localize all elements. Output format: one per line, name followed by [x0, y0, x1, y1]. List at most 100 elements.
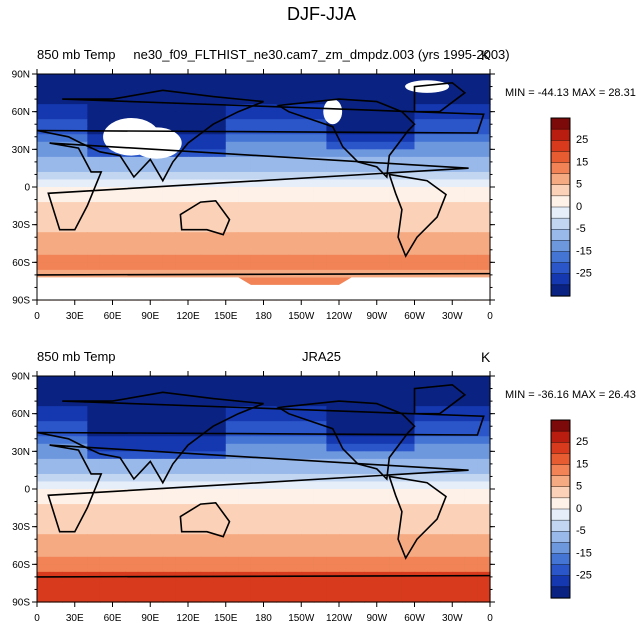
- contour-cell: [200, 436, 214, 445]
- contour-cell: [162, 89, 177, 98]
- contour-cell: [250, 119, 265, 128]
- contour-cell: [225, 376, 239, 385]
- contour-cell: [288, 579, 302, 588]
- contour-cell: [339, 383, 353, 392]
- contour-cell: [288, 473, 302, 483]
- contour-cell: [112, 104, 126, 113]
- contour-cell: [301, 556, 315, 565]
- contour-cell: [37, 406, 51, 415]
- contour-cell: [99, 549, 114, 558]
- contour-cell: [326, 541, 340, 550]
- contour-cell: [162, 504, 177, 513]
- contour-cell: [464, 564, 479, 573]
- contour-cell: [301, 376, 315, 385]
- contour-cell: [150, 586, 164, 596]
- contour-cell: [125, 451, 139, 460]
- contour-cell: [351, 541, 365, 550]
- contour-cell: [464, 209, 479, 218]
- contour-cell: [162, 519, 177, 528]
- contour-cell: [62, 262, 76, 271]
- contour-cell: [112, 74, 126, 83]
- contour-cell: [137, 421, 151, 430]
- contour-cell: [452, 247, 466, 256]
- contour-cell: [99, 541, 114, 550]
- contour-cell: [74, 217, 88, 226]
- contour-cell: [364, 489, 378, 498]
- contour-cell: [364, 436, 378, 445]
- contour-cell: [276, 239, 290, 248]
- contour-cell: [276, 376, 290, 385]
- contour-cell: [112, 421, 126, 430]
- contour-cell: [225, 413, 239, 422]
- contour-cell: [326, 504, 340, 513]
- contour-cell: [401, 594, 416, 603]
- contour-cell: [427, 534, 441, 543]
- contour-cell: [200, 134, 214, 143]
- contour-cell: [364, 89, 378, 98]
- contour-cell: [238, 496, 252, 505]
- contour-cell: [263, 526, 277, 535]
- contour-cell: [150, 164, 164, 173]
- contour-cell: [427, 473, 441, 483]
- contour-cell: [263, 187, 277, 196]
- contour-cell: [339, 141, 353, 150]
- contour-cell: [112, 436, 126, 445]
- contour-cell: [125, 489, 139, 498]
- contour-cell: [288, 504, 302, 513]
- contour-cell: [339, 96, 353, 105]
- contour-cell: [452, 262, 466, 271]
- colorbar-swatch: [550, 151, 571, 164]
- contour-cell: [389, 376, 403, 385]
- contour-cell: [326, 156, 340, 165]
- contour-cell: [351, 134, 365, 143]
- contour-cell: [301, 179, 315, 188]
- contour-cell: [276, 579, 290, 588]
- contour-cell: [37, 391, 51, 400]
- contour-cell: [288, 383, 302, 392]
- contour-cell: [477, 239, 491, 248]
- contour-cell: [452, 443, 466, 452]
- contour-cell: [263, 564, 277, 573]
- contour-cell: [364, 496, 378, 505]
- contour-cell: [263, 179, 277, 188]
- contour-cell: [276, 594, 290, 603]
- contour-cell: [389, 481, 403, 490]
- contour-cell: [37, 96, 51, 105]
- contour-cell: [62, 541, 76, 550]
- contour-cell: [427, 209, 441, 218]
- contour-cell: [225, 209, 239, 218]
- contour-cell: [376, 179, 390, 188]
- contour-cell: [364, 141, 378, 150]
- coastline: [179, 199, 231, 236]
- x-tick-label: 0: [487, 613, 493, 624]
- contour-cell: [188, 413, 202, 422]
- contour-cell: [364, 247, 378, 256]
- contour-cell: [427, 171, 441, 181]
- colorbar-swatch: [550, 519, 571, 532]
- contour-cell: [175, 421, 189, 430]
- colorbar-frame: [550, 419, 571, 599]
- contour-cell: [401, 111, 416, 120]
- contour-cell: [276, 119, 290, 128]
- colorbar-swatch: [550, 251, 571, 264]
- contour-cell: [464, 224, 479, 233]
- contour-cell: [427, 511, 441, 520]
- contour-cell: [238, 519, 252, 528]
- contour-cell: [213, 209, 227, 218]
- contour-cell: [414, 187, 428, 196]
- colorbar-swatch: [550, 184, 571, 197]
- contour-cell: [301, 579, 315, 588]
- contour-cell: [263, 111, 277, 120]
- contour-cell: [263, 579, 277, 588]
- contour-cell: [225, 496, 239, 505]
- contour-cell: [49, 406, 63, 415]
- contour-cell: [276, 541, 290, 550]
- contour-cell: [288, 164, 302, 173]
- contour-cell: [439, 224, 453, 233]
- contour-cell: [238, 156, 252, 165]
- contour-cell: [351, 89, 365, 98]
- contour-cell: [464, 413, 479, 422]
- contour-cell: [452, 224, 466, 233]
- contour-cell: [213, 421, 227, 430]
- contour-cell: [62, 489, 76, 498]
